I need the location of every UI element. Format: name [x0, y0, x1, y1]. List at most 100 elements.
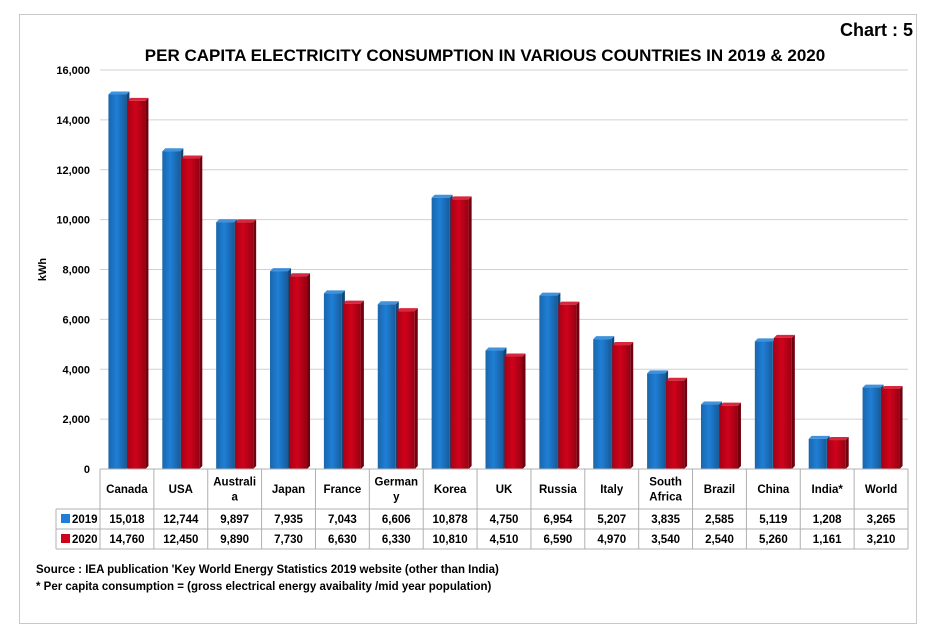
- bar-top: [323, 290, 345, 294]
- legend-label-2019: 2019: [72, 514, 98, 526]
- bar-2020: [181, 158, 200, 469]
- category-label: German: [375, 477, 418, 489]
- chart-frame: [19, 14, 917, 624]
- data-label: 14,760: [109, 534, 144, 546]
- data-label: 6,606: [382, 514, 411, 526]
- bar-top: [108, 91, 130, 95]
- bar-2020: [719, 405, 738, 469]
- bar-2019: [862, 387, 881, 469]
- data-label: 4,510: [490, 534, 519, 546]
- bar-top: [612, 342, 634, 346]
- category-label: Italy: [600, 484, 624, 496]
- bar-2019: [323, 293, 342, 469]
- bar-top: [270, 268, 292, 272]
- chart-notes: Source : IEA publication 'Key World Ener…: [36, 562, 499, 596]
- bar-side: [360, 300, 364, 469]
- category-label: y: [393, 492, 400, 504]
- category-label: Korea: [434, 484, 467, 496]
- bar-2020: [289, 276, 308, 469]
- category-label: World: [865, 484, 897, 496]
- bar-side: [522, 353, 526, 469]
- bar-top: [396, 308, 418, 312]
- data-label: 5,207: [597, 514, 626, 526]
- data-label: 10,810: [433, 534, 468, 546]
- bar-2020: [827, 440, 846, 469]
- bar-2020: [504, 356, 523, 469]
- bar-2019: [270, 271, 289, 469]
- data-label: 9,890: [220, 534, 249, 546]
- y-tick-label: 2,000: [62, 414, 90, 426]
- bar-side: [145, 97, 149, 470]
- category-label: Australi: [213, 477, 256, 489]
- bar-2019: [216, 222, 235, 469]
- bar-top: [700, 401, 722, 405]
- bar-top: [647, 370, 669, 374]
- data-label: 2,585: [705, 514, 734, 526]
- bar-top: [450, 196, 472, 200]
- bar-top: [593, 336, 615, 340]
- y-tick-label: 14,000: [56, 115, 90, 127]
- bar-side: [845, 437, 849, 469]
- bar-top: [881, 385, 903, 389]
- data-label: 7,043: [328, 514, 357, 526]
- bar-2019: [700, 404, 719, 469]
- bar-2019: [539, 295, 558, 469]
- category-label: India*: [812, 484, 844, 496]
- data-label: 7,730: [274, 534, 303, 546]
- bar-top: [127, 97, 149, 101]
- bar-top: [235, 219, 257, 223]
- bar-top: [377, 301, 399, 305]
- y-tick-label: 10,000: [56, 215, 90, 227]
- y-tick-label: 8,000: [62, 265, 90, 277]
- data-label: 12,744: [163, 514, 199, 526]
- bar-2019: [485, 350, 504, 469]
- bar-top: [539, 292, 561, 296]
- bar-2019: [754, 341, 773, 469]
- data-label: 6,630: [328, 534, 357, 546]
- category-label: Brazil: [704, 484, 735, 496]
- bar-2019: [431, 197, 450, 470]
- data-label: 9,897: [220, 514, 249, 526]
- data-label: 6,330: [382, 534, 411, 546]
- bar-side: [791, 334, 795, 469]
- bar-side: [468, 196, 472, 469]
- bar-2020: [396, 311, 415, 469]
- data-label: 3,835: [651, 514, 680, 526]
- bar-top: [666, 377, 688, 381]
- bar-side: [199, 155, 203, 469]
- footnote: * Per capita consumption = (gross electr…: [36, 581, 492, 593]
- data-label: 1,161: [813, 534, 842, 546]
- data-label: 3,265: [867, 514, 896, 526]
- bar-top: [162, 148, 184, 152]
- bar-top: [558, 301, 580, 305]
- bar-top: [827, 437, 849, 441]
- bar-top: [773, 334, 795, 338]
- category-label: Russia: [539, 484, 577, 496]
- legend-swatch-2020: [61, 534, 70, 543]
- bar-top: [719, 402, 741, 406]
- bar-top: [431, 194, 453, 198]
- y-tick-label: 16,000: [56, 65, 90, 77]
- bar-2019: [162, 151, 181, 469]
- bar-2020: [612, 345, 631, 469]
- bar-top: [754, 338, 776, 342]
- data-label: 5,119: [759, 514, 787, 526]
- category-label: USA: [169, 484, 193, 496]
- bar-side: [737, 402, 741, 469]
- bar-2019: [808, 438, 827, 469]
- data-label: 2,540: [705, 534, 734, 546]
- data-label: 15,018: [109, 514, 145, 526]
- bar-top: [485, 347, 507, 351]
- bar-top: [862, 384, 884, 388]
- bar-top: [216, 219, 238, 223]
- source-note: Source : IEA publication 'Key World Ener…: [36, 564, 499, 576]
- bar-2020: [773, 337, 792, 469]
- category-label: Japan: [272, 484, 305, 496]
- bar-2020: [127, 100, 146, 470]
- data-label: 12,450: [163, 534, 198, 546]
- category-label: Canada: [106, 484, 148, 496]
- bar-side: [899, 385, 903, 469]
- bar-side: [253, 219, 257, 469]
- legend-label-2020: 2020: [72, 534, 98, 546]
